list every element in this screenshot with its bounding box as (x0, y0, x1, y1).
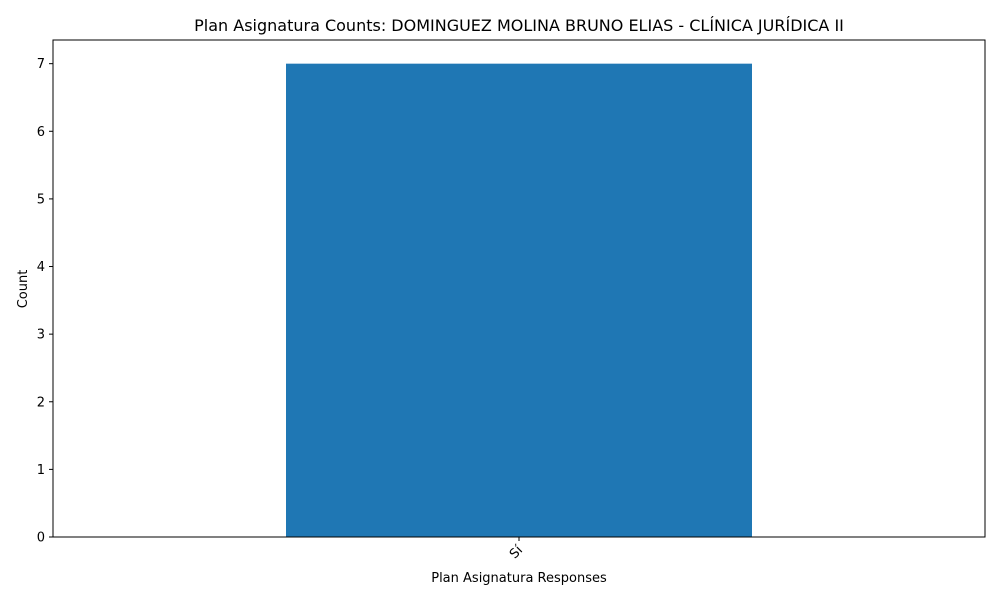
y-tick-label-0: 0 (37, 531, 45, 546)
bar-0 (286, 63, 752, 538)
y-tick-label-4: 4 (37, 260, 45, 275)
y-tick-label-5: 5 (37, 192, 45, 207)
x-tick-label-0: Sí (507, 543, 526, 562)
chart-title: Plan Asignatura Counts: DOMINGUEZ MOLINA… (194, 16, 844, 35)
y-axis: 0 1 2 3 4 5 6 7 (37, 57, 53, 546)
y-tick-label-7: 7 (37, 57, 45, 72)
y-tick-label-6: 6 (37, 125, 45, 140)
x-axis-label: Plan Asignatura Responses (431, 571, 607, 586)
y-tick-label-3: 3 (37, 328, 45, 343)
y-axis-label: Count (16, 270, 31, 309)
y-tick-label-1: 1 (37, 463, 45, 478)
x-axis: Sí (507, 537, 526, 562)
bars-layer (286, 63, 752, 538)
y-tick-label-2: 2 (37, 395, 45, 410)
